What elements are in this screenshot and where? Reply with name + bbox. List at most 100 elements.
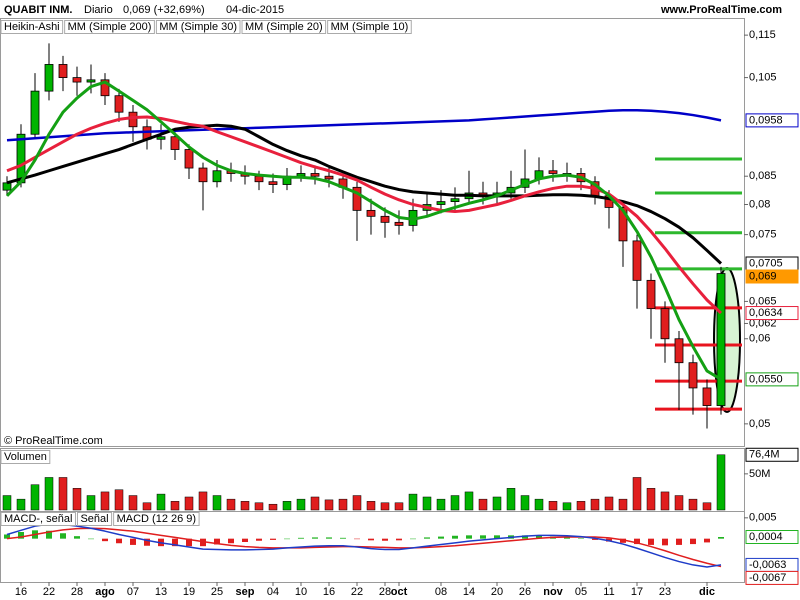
volume-bar — [646, 488, 656, 511]
legend-box — [0, 512, 76, 526]
candle-body — [170, 136, 180, 150]
candle-body — [128, 111, 138, 128]
macd-histogram-bar — [46, 530, 52, 539]
legend-entry: MM (Simple 200) — [68, 21, 152, 33]
x-tick-label: sep — [236, 586, 255, 598]
macd-histogram-bar — [522, 535, 528, 539]
moving-average — [6, 123, 723, 265]
legend-entry: MACD (12 26 9) — [117, 513, 196, 525]
x-tick-label: 19 — [183, 586, 195, 598]
candle-body — [184, 149, 194, 169]
moving-average — [6, 109, 722, 142]
macd-histogram-bar — [438, 536, 444, 539]
volume-bar — [240, 501, 250, 511]
volume-bar — [254, 502, 264, 511]
value-label: -0,0063 — [749, 559, 786, 571]
x-tick-label: 16 — [15, 586, 27, 598]
value-label: 0,0550 — [749, 373, 783, 385]
x-tick-label: dic — [699, 586, 715, 598]
volume-bar — [660, 491, 670, 511]
x-tick-label: 16 — [323, 586, 335, 598]
legend-entry: Heikin-Ashi — [4, 21, 60, 33]
volume-bar — [184, 496, 194, 511]
volume-bar — [198, 491, 208, 511]
legend-box — [155, 20, 241, 34]
x-tick-label: 22 — [351, 586, 363, 598]
candle-body — [268, 181, 278, 185]
candle-body — [254, 175, 264, 183]
volume-bar — [324, 499, 334, 511]
candle-body — [660, 308, 670, 340]
value-label-box — [745, 530, 799, 544]
volume-bar — [338, 498, 348, 511]
macd-histogram-bar — [270, 538, 276, 540]
volume-bar — [548, 501, 558, 511]
volume-bar — [352, 495, 362, 511]
volume-bar — [534, 498, 544, 511]
legend-box — [113, 512, 200, 526]
volume-bar — [716, 454, 726, 511]
candle-body — [296, 173, 306, 177]
candle-body — [100, 79, 110, 97]
candle-body — [394, 221, 404, 226]
x-tick-label: 08 — [435, 586, 447, 598]
candle-body — [646, 279, 656, 310]
candle-body — [716, 273, 726, 406]
last-change: 0,069 (+32,69%) — [123, 4, 205, 16]
macd-histogram-bar — [18, 532, 24, 539]
legend-entry: Señal — [80, 513, 108, 525]
volume-bar — [394, 502, 404, 511]
candle-body — [156, 136, 166, 140]
candle-body — [86, 79, 96, 83]
volume-bar — [142, 502, 152, 511]
x-tick-label: 23 — [659, 586, 671, 598]
legend-box — [76, 512, 113, 526]
y-tick-label: 0,115 — [749, 29, 776, 41]
candle-body — [366, 209, 376, 217]
macd-histogram-bar — [592, 538, 598, 540]
period: Diario — [84, 4, 113, 16]
volume-bar — [478, 498, 488, 511]
candle-body — [618, 207, 628, 242]
x-tick-label: 10 — [295, 586, 307, 598]
date: 04-dic-2015 — [226, 4, 284, 16]
macd-histogram-bar — [620, 538, 626, 543]
x-tick-label: 11 — [603, 586, 614, 598]
y-tick-label: 0,062 — [749, 317, 777, 329]
macd-histogram-bar — [368, 538, 374, 541]
volume-bar — [30, 484, 40, 511]
x-tick-label: 14 — [463, 586, 475, 598]
volume-bar — [16, 498, 26, 511]
y-tick-label: 0,075 — [749, 229, 777, 241]
legend-entry: MM (Simple 10) — [331, 21, 409, 33]
x-tick-label: nov — [543, 586, 563, 598]
instrument: QUABIT INM. — [4, 4, 72, 16]
macd-panel — [0, 511, 745, 583]
volume-bar — [576, 501, 586, 511]
x-tick-label: 20 — [491, 586, 503, 598]
value-label: 0,0634 — [749, 307, 783, 319]
value-label-box — [745, 372, 799, 387]
macd-histogram-bar — [340, 537, 346, 539]
macd-histogram-bar — [662, 538, 668, 546]
candle-body — [44, 64, 54, 92]
x-tick-label: 04 — [267, 586, 279, 598]
volume-bar — [212, 495, 222, 511]
macd-histogram-bar — [284, 538, 290, 540]
value-label: 76,4M — [749, 449, 780, 461]
macd-histogram-bar — [718, 537, 724, 539]
legend-box — [327, 20, 412, 34]
source: www.ProRealTime.com — [660, 4, 782, 16]
y-tick-label: 0,05 — [749, 418, 770, 430]
candle-body — [212, 170, 222, 183]
volume-bar — [44, 477, 54, 511]
volume-bar — [464, 491, 474, 511]
legend-entry: Volumen — [4, 451, 47, 463]
volume-bar — [492, 496, 502, 511]
x-tick-label: 28 — [71, 586, 83, 598]
macd-histogram-bar — [382, 538, 388, 541]
volume-bar — [702, 502, 712, 511]
macd-histogram-bar — [354, 538, 360, 540]
macd-histogram-bar — [298, 537, 304, 539]
value-label: -0,0067 — [749, 572, 786, 584]
